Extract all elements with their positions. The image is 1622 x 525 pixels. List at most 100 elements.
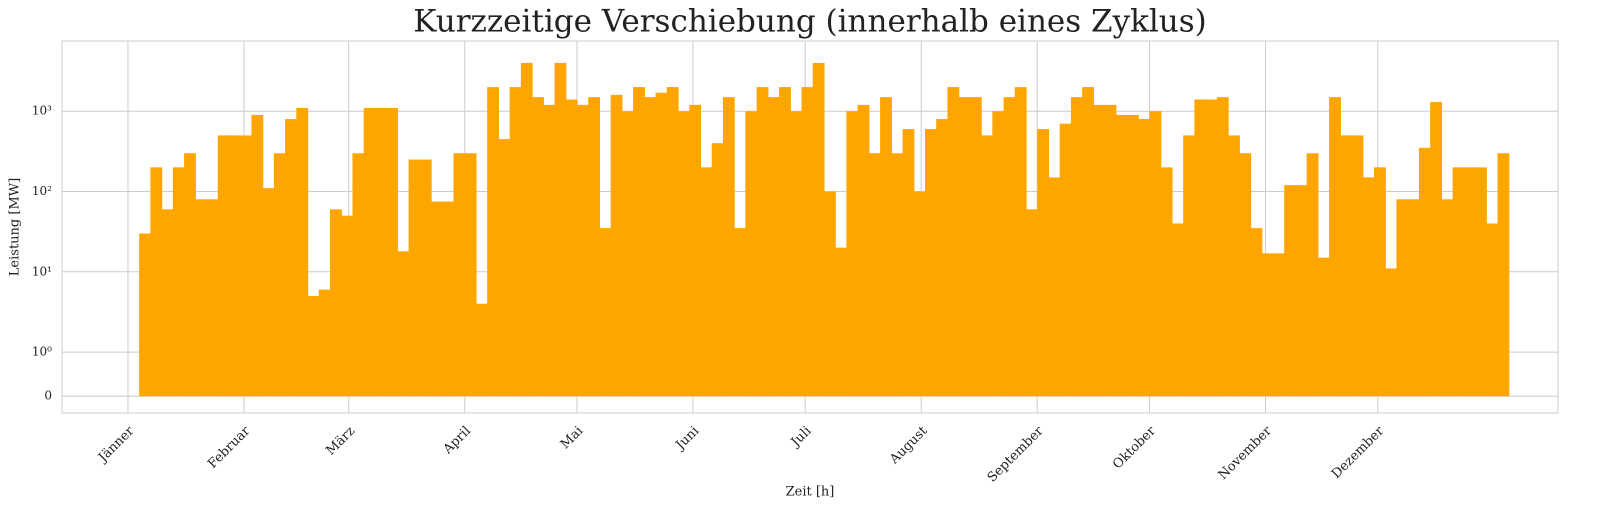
x-tick-label: Juli bbox=[787, 424, 815, 452]
area-step bbox=[431, 201, 443, 397]
area-step bbox=[779, 87, 791, 397]
x-tick-label: Februar bbox=[205, 423, 254, 472]
area-step bbox=[520, 62, 533, 397]
area-step bbox=[184, 153, 196, 397]
area-step bbox=[240, 135, 253, 397]
area-step bbox=[386, 107, 398, 397]
area-step bbox=[1138, 119, 1151, 397]
area-step bbox=[1070, 97, 1083, 397]
area-step bbox=[1014, 87, 1027, 397]
area-step bbox=[532, 97, 544, 397]
area-step bbox=[992, 111, 1005, 397]
area-step bbox=[711, 143, 724, 397]
area-step bbox=[644, 97, 657, 397]
area-step bbox=[880, 97, 892, 397]
area-step bbox=[678, 111, 690, 397]
area-step bbox=[958, 97, 971, 397]
area-step bbox=[1149, 111, 1162, 397]
area-step bbox=[1306, 153, 1319, 397]
area-step bbox=[1272, 253, 1285, 397]
area-step bbox=[285, 119, 297, 397]
area-step bbox=[1127, 114, 1139, 397]
area-step bbox=[734, 228, 746, 397]
area-step bbox=[812, 62, 825, 397]
area-step bbox=[206, 199, 219, 397]
area-step bbox=[745, 111, 758, 397]
area-step bbox=[1295, 185, 1308, 397]
area-step bbox=[891, 153, 904, 397]
area-step bbox=[565, 99, 578, 397]
area-step bbox=[352, 153, 365, 397]
area-step bbox=[195, 199, 208, 397]
x-axis-label: Zeit [h] bbox=[786, 485, 835, 500]
area-step bbox=[913, 191, 926, 397]
area-step bbox=[1452, 167, 1465, 397]
plot-frame bbox=[61, 40, 1559, 414]
area-step bbox=[1059, 123, 1072, 397]
area-step bbox=[1418, 147, 1431, 397]
area-step bbox=[1003, 97, 1016, 397]
area-step bbox=[835, 247, 848, 397]
area-step bbox=[1115, 114, 1128, 397]
area-step bbox=[419, 159, 432, 397]
area-step bbox=[341, 215, 354, 397]
area-step bbox=[1407, 199, 1420, 397]
area-step bbox=[700, 167, 713, 397]
area-step bbox=[475, 303, 488, 397]
area-step bbox=[868, 153, 881, 397]
area-step bbox=[408, 159, 421, 397]
area-step bbox=[172, 167, 185, 397]
area-step bbox=[217, 135, 230, 397]
area-step bbox=[1093, 104, 1106, 397]
area-step bbox=[296, 107, 309, 397]
y-tick-label: 10¹ bbox=[32, 264, 52, 278]
x-tick-label: Mai bbox=[558, 424, 586, 452]
area-step bbox=[924, 129, 937, 397]
area-step bbox=[1441, 199, 1454, 397]
area-step bbox=[228, 135, 241, 397]
area-step bbox=[1104, 104, 1117, 397]
x-tick-label: November bbox=[1216, 423, 1276, 483]
area-step bbox=[498, 139, 511, 397]
area-step bbox=[610, 94, 623, 397]
area-step bbox=[1160, 167, 1173, 397]
area-step bbox=[1228, 135, 1240, 397]
area-step bbox=[588, 97, 601, 397]
area-step bbox=[1340, 135, 1353, 397]
area-step bbox=[1329, 97, 1341, 397]
x-tick-label: Jänner bbox=[94, 423, 137, 466]
area-step bbox=[464, 153, 477, 397]
x-tick-label: März bbox=[323, 424, 358, 459]
area-step bbox=[981, 135, 993, 397]
area-step bbox=[1205, 99, 1218, 397]
area-step bbox=[576, 104, 589, 397]
area-step bbox=[790, 111, 803, 397]
area-step bbox=[1475, 167, 1487, 397]
area-step bbox=[823, 191, 836, 397]
area-step bbox=[1261, 253, 1274, 397]
area-step bbox=[374, 107, 387, 397]
x-tick-label: August bbox=[886, 423, 931, 468]
area-step bbox=[846, 111, 859, 397]
area-step bbox=[397, 251, 410, 397]
area-step bbox=[150, 167, 163, 397]
chart-title: Kurzzeitige Verschiebung (innerhalb eine… bbox=[413, 4, 1207, 40]
area-step bbox=[1239, 153, 1252, 397]
area-step bbox=[1486, 223, 1499, 397]
area-step bbox=[543, 104, 556, 397]
x-tick-label: September bbox=[985, 423, 1047, 485]
y-tick-label: 10² bbox=[32, 184, 52, 198]
area-step bbox=[756, 87, 769, 397]
area-step bbox=[936, 119, 949, 397]
area-step bbox=[1183, 135, 1196, 397]
area-step bbox=[722, 97, 735, 397]
area-step bbox=[801, 87, 814, 397]
area-step bbox=[363, 107, 376, 397]
area-step bbox=[487, 87, 500, 397]
x-tick-label: Oktober bbox=[1110, 423, 1159, 472]
area-step bbox=[1048, 177, 1061, 397]
area-step bbox=[307, 295, 320, 397]
area-step bbox=[1497, 153, 1510, 397]
area-step bbox=[509, 87, 522, 397]
